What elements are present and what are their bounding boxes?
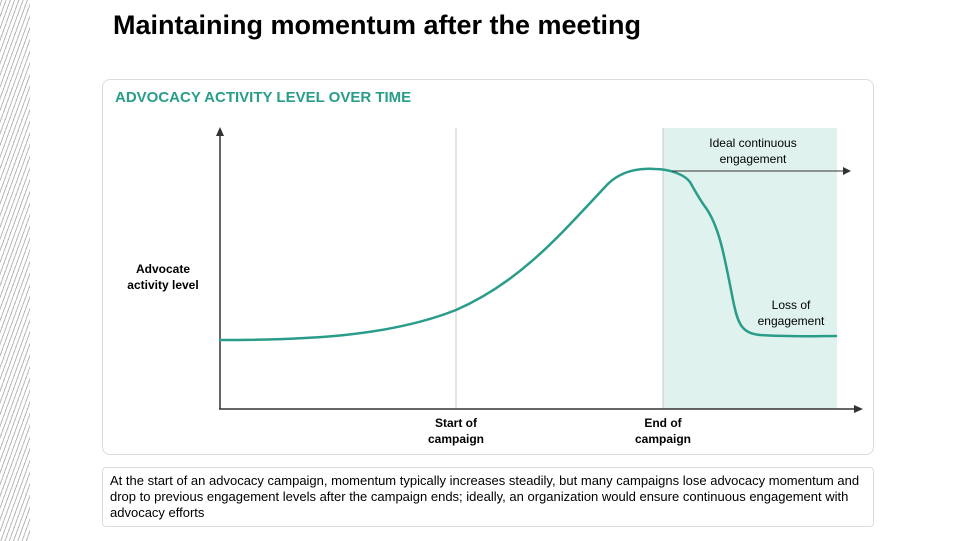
start-of-campaign-label: Start of campaign <box>427 416 484 446</box>
slide-title: Maintaining momentum after the meeting <box>113 10 642 40</box>
description-box: At the start of an advocacy campaign, mo… <box>102 467 874 527</box>
ideal-engagement-arrowhead <box>843 167 851 175</box>
post-campaign-highlight <box>663 128 837 409</box>
loss-of-engagement-label: Loss of engagement <box>757 298 825 328</box>
y-axis-label: Advocate activity level <box>127 262 199 292</box>
decorative-hatch-stripe <box>0 0 30 541</box>
activity-curve <box>218 167 838 342</box>
ideal-engagement-label: Ideal continuous engagement <box>709 136 797 166</box>
panel-title: ADVOCACY ACTIVITY LEVEL OVER TIME <box>115 89 412 106</box>
end-of-campaign-label: End of campaign <box>634 416 691 446</box>
